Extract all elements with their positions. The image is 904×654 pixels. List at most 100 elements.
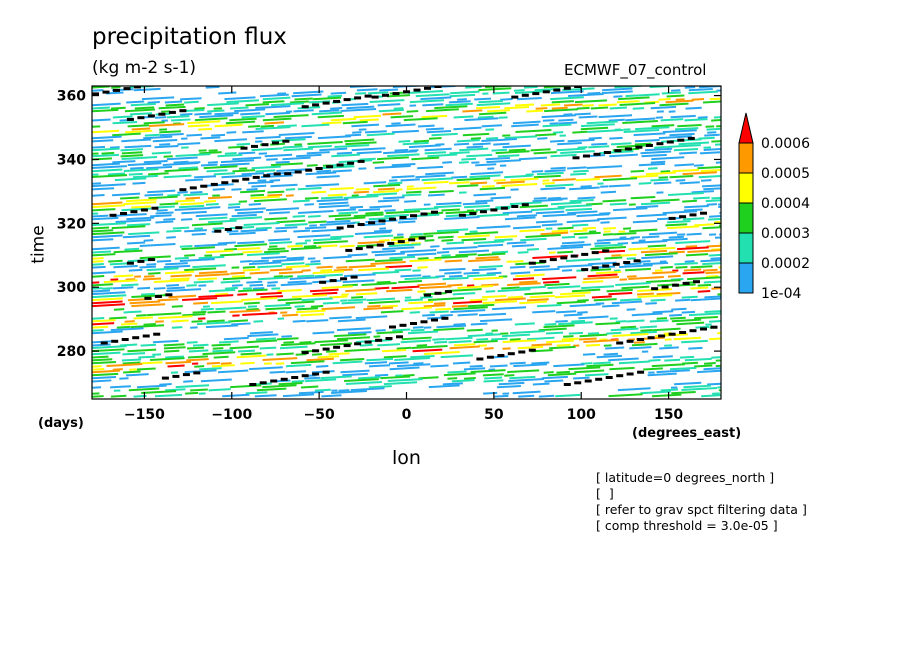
track-dash [272,141,279,145]
precip-streak [365,211,384,215]
track-dash [132,336,140,340]
track-dash [182,373,190,377]
precip-streak [698,136,715,140]
precip-streak [215,306,247,311]
precip-streak [255,169,276,173]
precip-streak [166,284,179,287]
precip-streak [463,271,480,275]
precip-streak [652,327,681,332]
track-dash [500,206,508,210]
precip-streak [510,271,531,275]
precip-streak [329,316,352,320]
colorbar-label: 0.0006 [761,136,810,152]
precip-streak [92,147,120,152]
precip-streak [653,181,672,185]
precip-streak [285,370,307,374]
precip-streak [651,393,682,398]
precip-streak [690,265,713,269]
precip-streak [473,240,505,245]
precip-streak [186,284,197,287]
precip-streak [377,199,400,203]
precip-streak [205,249,234,254]
precip-streak [338,159,373,164]
precip-streak [557,141,582,146]
precip-streak [671,307,687,311]
precip-streak [261,255,287,260]
precip-streak [319,147,348,152]
precip-streak [541,114,577,119]
x-tick-label: 0 [402,407,412,423]
precip-streak [327,193,347,197]
precip-streak [417,165,444,170]
precip-streak [380,375,411,380]
precip-streak [673,336,701,341]
precip-streak [352,131,362,134]
precip-streak [598,114,633,119]
precip-streak [717,292,721,296]
precip-streak [420,296,433,299]
precip-streak [532,310,556,314]
precip-streak [549,345,576,350]
precip-streak [671,318,702,323]
precip-streak [92,372,119,377]
precip-streak [459,147,489,152]
precip-streak [304,239,311,242]
precip-streak [92,289,111,293]
precip-streak [92,325,109,329]
x-tick-label: −100 [211,407,252,423]
precip-streak [92,348,125,353]
track-dash [710,325,718,329]
track-dash [603,151,611,154]
precip-streak [385,264,413,269]
track-dash [259,381,267,385]
precip-streak [477,213,510,218]
precip-streak [570,172,587,176]
track-dash [521,93,529,97]
precip-streak [656,317,667,320]
precip-streak [554,294,586,299]
track-dash [602,264,610,268]
precip-streak [268,245,278,248]
precip-streak [555,320,568,323]
track-dash [263,174,271,178]
track-dash [656,142,664,146]
precip-streak [242,266,256,269]
precip-streak [491,148,508,152]
precip-streak [256,291,282,296]
precip-streak [244,301,260,305]
precip-streak [237,240,265,245]
precip-streak [330,117,357,122]
precip-streak [214,111,239,116]
precip-streak [684,260,695,263]
precip-streak [604,256,623,260]
precip-streak [681,387,718,391]
precip-streak [157,298,179,302]
track-dash [126,117,134,121]
precip-streak [427,153,458,158]
track-dash [284,172,292,176]
precip-streak [328,352,350,356]
precip-streak [457,285,494,289]
precip-streak [186,341,198,344]
precip-streak [544,323,557,326]
precip-streak [227,206,240,209]
precip-streak [156,209,168,212]
precip-streak [190,326,198,329]
precip-streak [276,352,294,356]
precip-streak [132,181,146,185]
precip-streak [376,330,403,335]
precip-streak [237,293,248,296]
precip-streak [475,256,499,260]
precip-streak [124,247,140,251]
x-tick-label: 150 [654,407,683,423]
precip-streak [92,139,114,143]
precip-streak [262,117,292,122]
precip-streak [545,227,553,230]
precip-streak [600,190,617,194]
precip-streak [638,182,652,185]
precip-streak [171,305,183,308]
precip-streak [477,243,504,248]
precip-streak [282,313,299,317]
track-dash [408,238,416,242]
precip-streak [121,138,152,143]
